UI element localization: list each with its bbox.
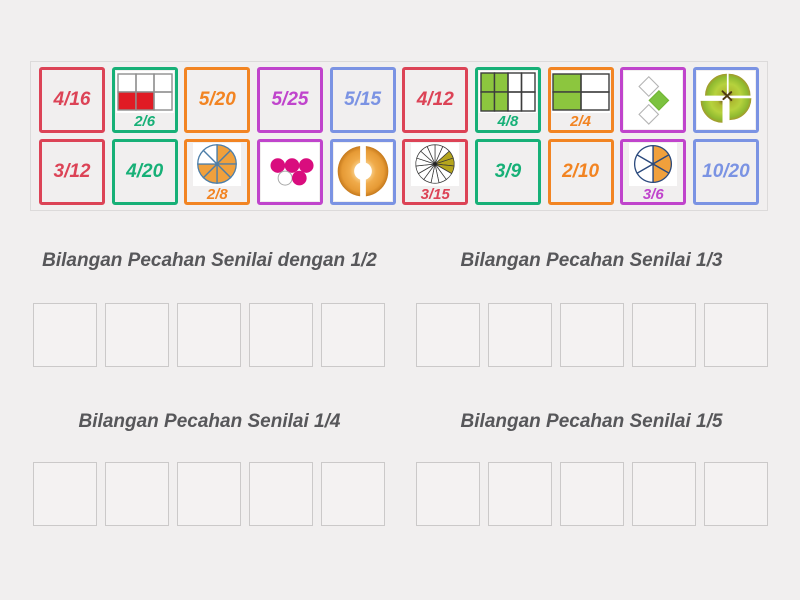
- drop-slot[interactable]: [177, 462, 241, 526]
- drop-slot[interactable]: [560, 303, 624, 367]
- fraction-pie-3of15-icon: [411, 142, 460, 186]
- fraction-label: 2/4: [570, 113, 592, 130]
- fraction-tile[interactable]: 5/20: [184, 67, 251, 133]
- fraction-tile[interactable]: 10/20: [692, 139, 759, 205]
- fraction-text: 3/12: [53, 161, 91, 182]
- apple-quarters-icon: [696, 71, 755, 129]
- group-title: Bilangan Pecahan Senilai 1/4: [78, 411, 341, 432]
- fraction-tile[interactable]: 3/6: [620, 139, 687, 205]
- drop-slot[interactable]: [704, 462, 768, 526]
- fraction-tile[interactable]: 2/4: [547, 67, 614, 133]
- group-slots: [33, 462, 385, 526]
- group-slots: [416, 303, 768, 367]
- fraction-grid-4of8-icon: [478, 71, 537, 113]
- group-slots: [416, 462, 768, 526]
- fraction-tile[interactable]: 4/8: [474, 67, 541, 133]
- fraction-tile[interactable]: [256, 139, 323, 205]
- fraction-text: 5/25: [271, 89, 309, 110]
- fraction-text: 3/9: [494, 161, 522, 182]
- fraction-text: 4/16: [53, 89, 91, 110]
- fraction-tile[interactable]: 3/9: [474, 139, 541, 205]
- fraction-grid-2of6-icon: [115, 71, 174, 113]
- tile-bank: 4/16 2/6 5/20 5/25 5/15 4/12 4/8 2/4 3/12 4/20 2/…: [30, 61, 768, 211]
- fraction-pie-3of6-icon: [629, 142, 678, 186]
- fraction-tile[interactable]: 2/8: [184, 139, 251, 205]
- fraction-tile[interactable]: [329, 139, 396, 205]
- fraction-tile[interactable]: 5/25: [256, 67, 323, 133]
- drop-slot[interactable]: [321, 303, 385, 367]
- fraction-text: 5/20: [198, 89, 236, 110]
- fraction-text: 10/20: [702, 161, 750, 182]
- drop-slot[interactable]: [632, 303, 696, 367]
- fraction-pie-2of8-icon: [193, 142, 242, 186]
- group-slots: [33, 303, 385, 367]
- fraction-tile[interactable]: 2/10: [547, 139, 614, 205]
- drop-slot[interactable]: [105, 303, 169, 367]
- fraction-tile[interactable]: [692, 67, 759, 133]
- drop-slot[interactable]: [416, 462, 480, 526]
- fraction-diamonds-1of3-icon: [624, 71, 683, 129]
- drop-slot[interactable]: [249, 462, 313, 526]
- fraction-tile[interactable]: 2/6: [111, 67, 178, 133]
- drop-slot[interactable]: [488, 462, 552, 526]
- group-title: Bilangan Pecahan Senilai dengan 1/2: [42, 250, 377, 271]
- fraction-tile[interactable]: 4/16: [39, 67, 105, 133]
- fraction-circles-1of5-icon: [260, 143, 319, 201]
- drop-slot[interactable]: [105, 462, 169, 526]
- fraction-text: 4/12: [416, 89, 454, 110]
- fraction-tile[interactable]: 5/15: [329, 67, 396, 133]
- fraction-tile[interactable]: [620, 67, 687, 133]
- fraction-text: 2/10: [562, 161, 600, 182]
- fraction-label: 2/6: [134, 113, 156, 130]
- drop-slot[interactable]: [249, 303, 313, 367]
- fraction-label: 3/6: [642, 185, 664, 203]
- group-title: Bilangan Pecahan Senilai 1/3: [460, 250, 723, 271]
- fraction-tile[interactable]: 4/20: [111, 139, 178, 205]
- drop-slot[interactable]: [632, 462, 696, 526]
- fraction-tile[interactable]: 3/15: [402, 139, 469, 205]
- fraction-text: 5/15: [344, 89, 382, 110]
- fraction-label: 3/15: [420, 185, 450, 203]
- drop-slot[interactable]: [560, 462, 624, 526]
- fraction-text: 4/20: [126, 161, 164, 182]
- drop-slot[interactable]: [33, 462, 97, 526]
- drop-slot[interactable]: [488, 303, 552, 367]
- fraction-tile[interactable]: 4/12: [402, 67, 469, 133]
- fraction-label: 4/8: [497, 113, 519, 130]
- donut-halves-icon: [333, 143, 392, 201]
- group-title: Bilangan Pecahan Senilai 1/5: [460, 411, 723, 432]
- fraction-grid-2of4-icon: [551, 71, 610, 113]
- drop-slot[interactable]: [33, 303, 97, 367]
- drop-slot[interactable]: [321, 462, 385, 526]
- fraction-label: 2/8: [206, 185, 228, 203]
- drop-slot[interactable]: [177, 303, 241, 367]
- fraction-tile[interactable]: 3/12: [39, 139, 105, 205]
- drop-slot[interactable]: [416, 303, 480, 367]
- drop-slot[interactable]: [704, 303, 768, 367]
